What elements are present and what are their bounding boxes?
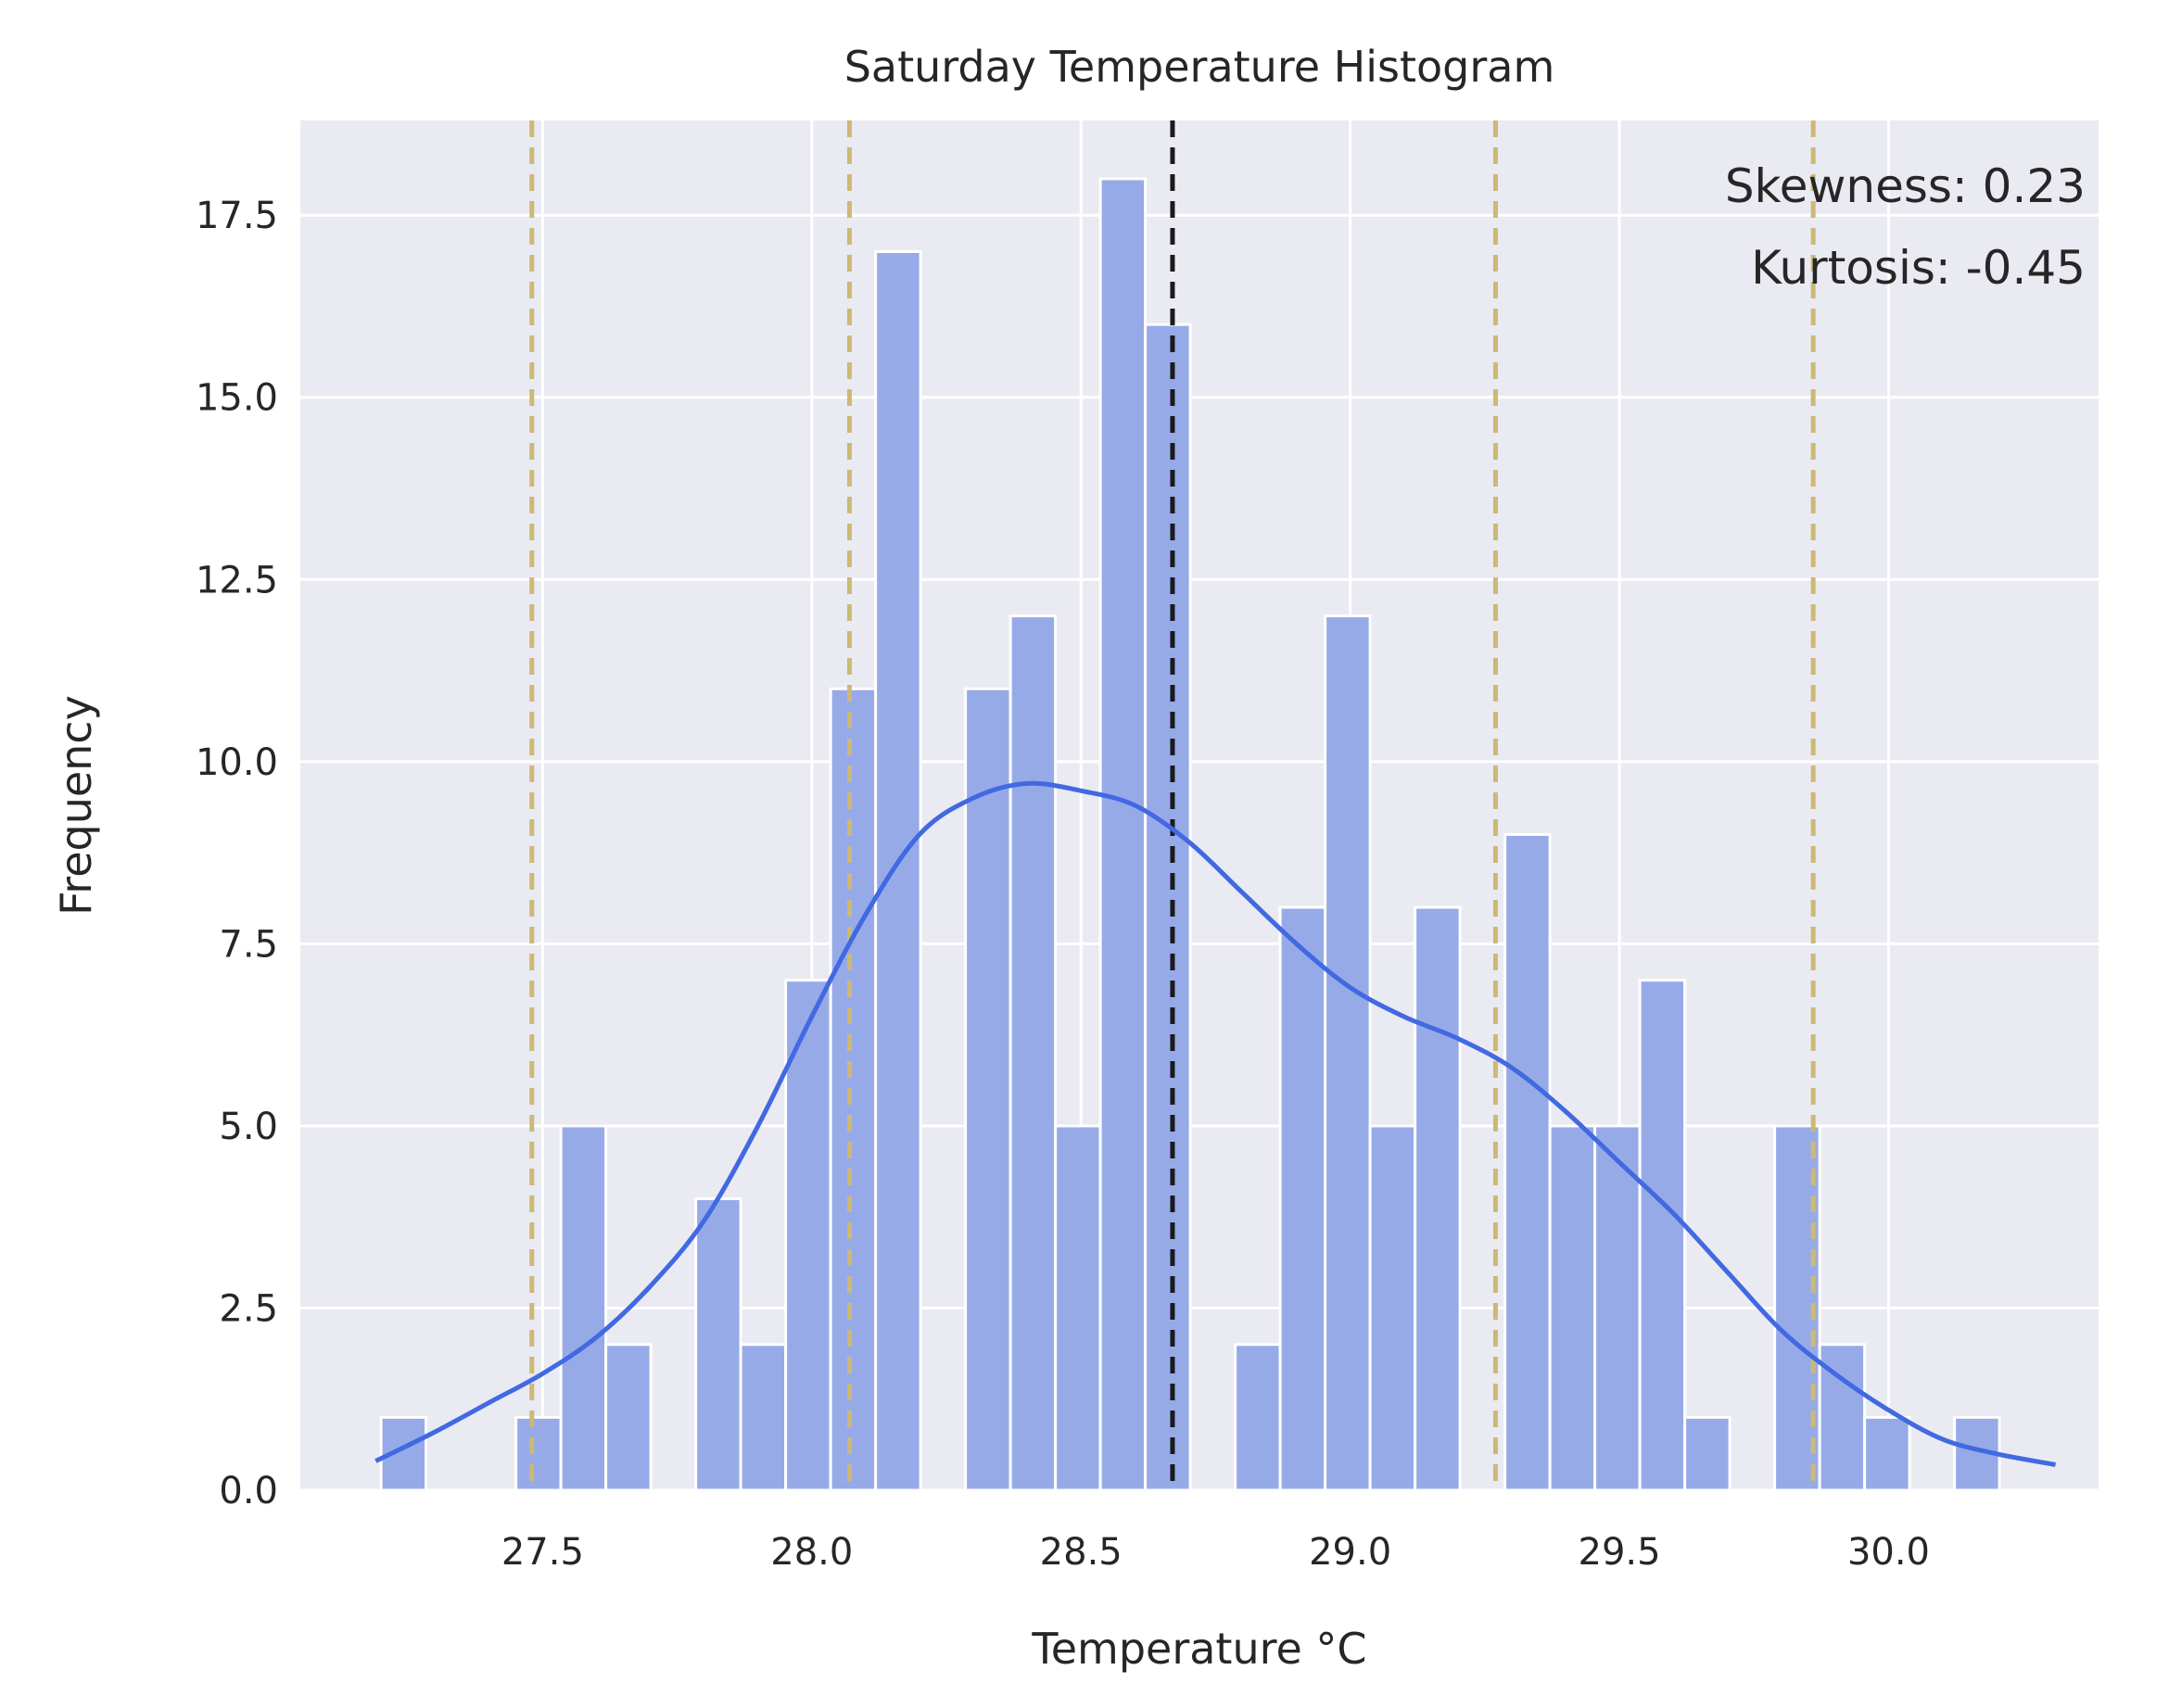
y-tick-label: 17.5 [196,195,278,237]
histogram-bar [1054,1124,1102,1492]
x-tick-label: 29.5 [1579,1531,1661,1574]
y-tick-label: 15.0 [196,377,278,420]
y-tick-label: 7.5 [219,923,278,966]
histogram-bar [1503,832,1552,1492]
histogram-bar [1234,1343,1282,1492]
chart-title: Saturday Temperature Histogram [844,42,1555,92]
x-tick-label: 27.5 [501,1531,584,1574]
x-axis-ticks: 27.5 28.0 28.5 29.0 29.5 30.0 [501,1531,1930,1574]
histogram-bar [559,1124,608,1492]
histogram-bar [604,1343,653,1492]
histogram-bars [379,177,2001,1492]
y-tick-label: 0.0 [219,1470,278,1512]
histogram-bar [1144,323,1192,1492]
x-axis-label: Temperature °C [1031,1624,1366,1674]
x-tick-label: 30.0 [1847,1531,1930,1574]
histogram-bar [829,687,878,1492]
y-tick-label: 12.5 [196,559,278,601]
histogram-bar [1008,614,1058,1492]
x-tick-label: 28.5 [1040,1531,1123,1574]
histogram-bar [964,687,1012,1492]
y-axis-ticks: 0.0 2.5 5.0 7.5 10.0 12.5 15.0 17.5 [196,195,278,1512]
x-tick-label: 29.0 [1309,1531,1391,1574]
y-tick-label: 5.0 [219,1106,278,1148]
histogram-bar [1098,177,1148,1492]
histogram-bar [1278,905,1327,1492]
skewness-annotation: Skewness: 0.23 [1725,159,2086,213]
kde-curve [374,780,2056,1467]
histogram-bar [784,979,832,1492]
histogram-bar [1593,1124,1642,1492]
histogram-bar [874,250,922,1492]
histogram-bar [1683,1415,1731,1492]
y-tick-label: 2.5 [219,1287,278,1330]
histogram-bar [1863,1415,1911,1492]
histogram-bar [1414,905,1462,1492]
y-tick-label: 10.0 [196,741,278,784]
x-tick-label: 28.0 [770,1531,853,1574]
y-axis-label: Frequency [51,695,101,916]
histogram-bar [739,1343,788,1492]
histogram-bar [514,1415,563,1492]
kurtosis-annotation: Kurtosis: -0.45 [1751,241,2086,295]
histogram-bar [694,1197,742,1492]
histogram-bar [1324,614,1372,1492]
histogram-bar [1638,979,1687,1492]
histogram-bar [1368,1124,1417,1492]
histogram-bar [1548,1124,1597,1492]
reference-lines [529,120,1816,1490]
